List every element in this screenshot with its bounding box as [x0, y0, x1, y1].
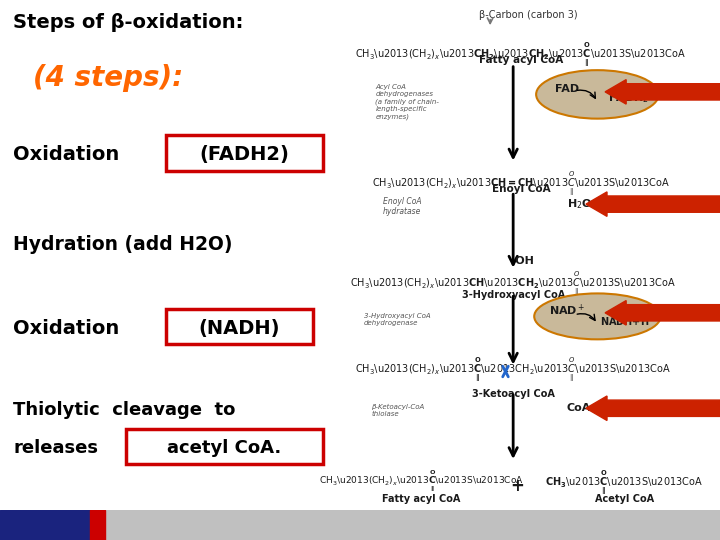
Text: FAD: FAD: [554, 84, 579, 94]
Text: Oxidation: Oxidation: [14, 145, 120, 165]
Text: 3-Hydroxyacyl CoA: 3-Hydroxyacyl CoA: [462, 290, 564, 300]
Text: CH$_3$\u2013(CH$_2$)$_x$\u2013$\bf{\overset{O}{\underset{\|}{C}}}$\u2013CH$_2$\u: CH$_3$\u2013(CH$_2$)$_x$\u2013$\bf{\over…: [355, 356, 671, 384]
Text: Enoyl CoA: Enoyl CoA: [492, 184, 550, 194]
Text: Acyl CoA
dehydrogenases
(a family of chain-
length-specific
enzymes): Acyl CoA dehydrogenases (a family of cha…: [375, 84, 439, 120]
Text: CH$_3$\u2013(CH$_2$)$_x$\u2013$\bf{\overset{O}{\underset{\|}{C}}}$\u2013S\u2013C: CH$_3$\u2013(CH$_2$)$_x$\u2013$\bf{\over…: [319, 469, 523, 493]
Bar: [356, 354, 701, 389]
Text: NAD$^+$: NAD$^+$: [549, 302, 585, 318]
FancyArrow shape: [605, 79, 720, 104]
Text: $\bf{CH_3}$\u2013$\bf{\overset{O}{\underset{\|}{C}}}$\u2013S\u2013CoA: $\bf{CH_3}$\u2013$\bf{\overset{O}{\under…: [545, 469, 703, 497]
Bar: [356, 253, 701, 291]
FancyArrow shape: [586, 192, 720, 217]
Text: OH: OH: [492, 256, 534, 266]
Text: Steps of β-oxidation:: Steps of β-oxidation:: [14, 13, 244, 32]
Text: β-Ketoacyl-CoA
thiolase: β-Ketoacyl-CoA thiolase: [372, 404, 425, 417]
Ellipse shape: [534, 293, 661, 339]
Text: releases: releases: [14, 439, 99, 457]
Text: CoA: CoA: [567, 403, 591, 413]
Text: (4 steps):: (4 steps):: [34, 64, 184, 92]
FancyBboxPatch shape: [166, 135, 323, 171]
Text: 3-Ketoacyl CoA: 3-Ketoacyl CoA: [472, 389, 554, 399]
Text: Fatty acyl CoA: Fatty acyl CoA: [382, 494, 460, 504]
Text: Thiolytic  cleavage  to: Thiolytic cleavage to: [14, 401, 235, 418]
Text: FADH$_2$: FADH$_2$: [608, 91, 649, 105]
Text: 3-Hydroxyacyl CoA
dehydrogenase: 3-Hydroxyacyl CoA dehydrogenase: [364, 313, 431, 327]
Text: CH$_3$\u2013(CH$_2$)$_x$\u2013$\bf{CH}$\u2013$\bf{CH_2}$\u2013$\overset{O}{\unde: CH$_3$\u2013(CH$_2$)$_x$\u2013$\bf{CH}$\…: [351, 269, 676, 298]
FancyBboxPatch shape: [166, 309, 313, 345]
Text: +: +: [510, 477, 524, 495]
Text: (NADH): (NADH): [199, 319, 280, 338]
Text: CH$_3$\u2013(CH$_2$)$_x$\u2013$\bf{CH_2}$\u2013$\bf{CH_2}$\u2013$\bf{\overset{O}: CH$_3$\u2013(CH$_2$)$_x$\u2013$\bf{CH_2}…: [355, 40, 686, 69]
Text: Fatty acyl CoA: Fatty acyl CoA: [479, 55, 563, 65]
FancyArrow shape: [586, 396, 720, 421]
Ellipse shape: [536, 70, 659, 119]
Bar: [90, 510, 105, 540]
Text: H$_2$O: H$_2$O: [567, 197, 593, 211]
Text: (FADH2): (FADH2): [199, 145, 289, 165]
FancyBboxPatch shape: [125, 429, 323, 464]
Bar: [0, 510, 90, 540]
Text: Hydration (add H2O): Hydration (add H2O): [14, 235, 233, 254]
Text: Oxidation: Oxidation: [14, 319, 120, 338]
Text: NADH+H$^+$: NADH+H$^+$: [600, 314, 657, 328]
Text: CH$_3$\u2013(CH$_2$)$_x$\u2013$\bf{CH=CH}$\u2013$\overset{O}{\underset{\|}{C}}$\: CH$_3$\u2013(CH$_2$)$_x$\u2013$\bf{CH=CH…: [372, 170, 670, 198]
Text: β-Carbon (carbon 3): β-Carbon (carbon 3): [480, 10, 577, 20]
FancyArrow shape: [605, 301, 720, 325]
Text: Enoyl CoA
hydratase: Enoyl CoA hydratase: [383, 197, 421, 217]
Text: Acetyl CoA: Acetyl CoA: [595, 494, 654, 504]
Text: acetyl CoA.: acetyl CoA.: [167, 439, 282, 457]
